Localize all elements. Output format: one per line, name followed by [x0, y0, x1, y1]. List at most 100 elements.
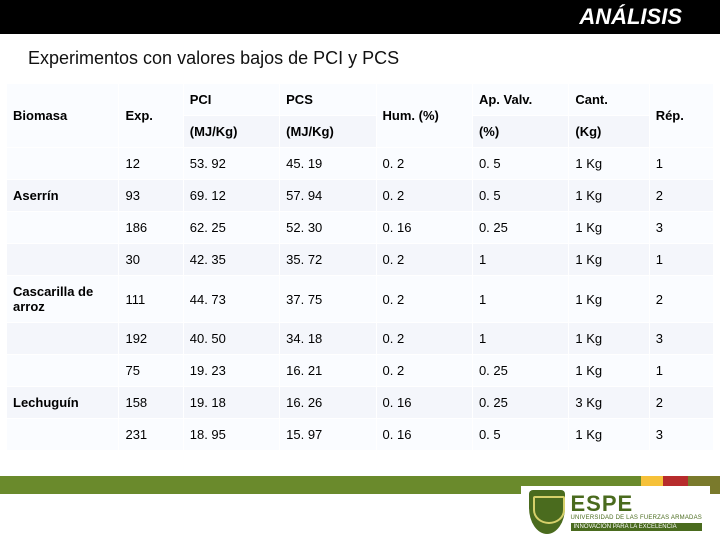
th-ap-sub: (%) — [472, 116, 568, 148]
cell-cant: 1 Kg — [569, 276, 649, 323]
cell-hum: 0. 2 — [376, 276, 472, 323]
th-ap-top: Ap. Valv. — [472, 84, 568, 116]
cell-cant: 1 Kg — [569, 148, 649, 180]
cell-pci: 62. 25 — [183, 212, 279, 244]
data-table-wrap: Biomasa Exp. PCI PCS Hum. (%) Ap. Valv. … — [0, 83, 720, 451]
cell-exp: 158 — [119, 387, 183, 419]
cell-pci: 40. 50 — [183, 323, 279, 355]
th-hum: Hum. (%) — [376, 84, 472, 148]
cell-rep: 3 — [649, 323, 713, 355]
table-row: 18662. 2552. 300. 160. 251 Kg3 — [7, 212, 714, 244]
cell-ap: 1 — [472, 276, 568, 323]
cell-pcs: 16. 26 — [280, 387, 376, 419]
th-exp: Exp. — [119, 84, 183, 148]
table-body: 1253. 9245. 190. 20. 51 Kg1Aserrín9369. … — [7, 148, 714, 451]
cell-pcs: 52. 30 — [280, 212, 376, 244]
cell-biomasa-empty — [7, 419, 119, 451]
cell-exp: 75 — [119, 355, 183, 387]
cell-exp: 12 — [119, 148, 183, 180]
cell-exp: 192 — [119, 323, 183, 355]
cell-ap: 0. 5 — [472, 180, 568, 212]
table-row: 1253. 9245. 190. 20. 51 Kg1 — [7, 148, 714, 180]
logo-name: ESPE — [571, 493, 703, 515]
th-cant-sub: (Kg) — [569, 116, 649, 148]
cell-biomasa: Aserrín — [7, 180, 119, 212]
th-biomasa: Biomasa — [7, 84, 119, 148]
cell-cant: 1 Kg — [569, 419, 649, 451]
cell-pcs: 57. 94 — [280, 180, 376, 212]
logo-tag: INNOVACIÓN PARA LA EXCELENCIA — [571, 523, 703, 531]
cell-biomasa-empty — [7, 355, 119, 387]
cell-hum: 0. 2 — [376, 244, 472, 276]
cell-pcs: 37. 75 — [280, 276, 376, 323]
cell-hum: 0. 2 — [376, 323, 472, 355]
table-row: Cascarilla de arroz11144. 7337. 750. 211… — [7, 276, 714, 323]
cell-biomasa-empty — [7, 212, 119, 244]
cell-ap: 0. 5 — [472, 419, 568, 451]
table-row: 3042. 3535. 720. 211 Kg1 — [7, 244, 714, 276]
data-table: Biomasa Exp. PCI PCS Hum. (%) Ap. Valv. … — [6, 83, 714, 451]
cell-exp: 231 — [119, 419, 183, 451]
subtitle: Experimentos con valores bajos de PCI y … — [0, 34, 720, 83]
cell-pcs: 16. 21 — [280, 355, 376, 387]
table-row: Aserrín9369. 1257. 940. 20. 51 Kg2 — [7, 180, 714, 212]
shield-icon — [529, 490, 565, 534]
cell-ap: 1 — [472, 323, 568, 355]
table-row: 23118. 9515. 970. 160. 51 Kg3 — [7, 419, 714, 451]
cell-pci: 69. 12 — [183, 180, 279, 212]
cell-rep: 1 — [649, 244, 713, 276]
th-pcs-sub: (MJ/Kg) — [280, 116, 376, 148]
logo-text: ESPE UNIVERSIDAD DE LAS FUERZAS ARMADAS … — [571, 493, 703, 531]
cell-rep: 1 — [649, 355, 713, 387]
cell-biomasa-empty — [7, 323, 119, 355]
page-title: ANÁLISIS — [579, 4, 682, 30]
cell-pcs: 15. 97 — [280, 419, 376, 451]
cell-pci: 19. 18 — [183, 387, 279, 419]
table-row: 7519. 2316. 210. 20. 251 Kg1 — [7, 355, 714, 387]
cell-exp: 30 — [119, 244, 183, 276]
cell-rep: 2 — [649, 180, 713, 212]
cell-cant: 1 Kg — [569, 244, 649, 276]
cell-pci: 53. 92 — [183, 148, 279, 180]
th-pcs-top: PCS — [280, 84, 376, 116]
cell-pci: 19. 23 — [183, 355, 279, 387]
cell-biomasa: Cascarilla de arroz — [7, 276, 119, 323]
cell-hum: 0. 2 — [376, 180, 472, 212]
cell-hum: 0. 16 — [376, 419, 472, 451]
cell-pcs: 45. 19 — [280, 148, 376, 180]
cell-hum: 0. 2 — [376, 355, 472, 387]
cell-rep: 2 — [649, 387, 713, 419]
cell-ap: 0. 25 — [472, 212, 568, 244]
cell-rep: 3 — [649, 212, 713, 244]
cell-pci: 42. 35 — [183, 244, 279, 276]
cell-rep: 3 — [649, 419, 713, 451]
cell-rep: 1 — [649, 148, 713, 180]
cell-ap: 0. 25 — [472, 355, 568, 387]
cell-ap: 0. 25 — [472, 387, 568, 419]
cell-hum: 0. 16 — [376, 212, 472, 244]
cell-cant: 1 Kg — [569, 355, 649, 387]
th-pci-top: PCI — [183, 84, 279, 116]
cell-pcs: 34. 18 — [280, 323, 376, 355]
slide: ANÁLISIS Experimentos con valores bajos … — [0, 0, 720, 540]
table-row: Lechuguín15819. 1816. 260. 160. 253 Kg2 — [7, 387, 714, 419]
cell-pci: 44. 73 — [183, 276, 279, 323]
cell-cant: 3 Kg — [569, 387, 649, 419]
cell-biomasa: Lechuguín — [7, 387, 119, 419]
cell-rep: 2 — [649, 276, 713, 323]
logo: ESPE UNIVERSIDAD DE LAS FUERZAS ARMADAS … — [521, 486, 711, 538]
logo-line1: UNIVERSIDAD DE LAS FUERZAS ARMADAS — [571, 515, 703, 521]
footer: ESPE UNIVERSIDAD DE LAS FUERZAS ARMADAS … — [0, 476, 720, 540]
cell-cant: 1 Kg — [569, 323, 649, 355]
cell-exp: 111 — [119, 276, 183, 323]
th-pci-sub: (MJ/Kg) — [183, 116, 279, 148]
table-header-row-1: Biomasa Exp. PCI PCS Hum. (%) Ap. Valv. … — [7, 84, 714, 116]
cell-cant: 1 Kg — [569, 212, 649, 244]
header-bar: ANÁLISIS — [0, 0, 720, 34]
cell-hum: 0. 2 — [376, 148, 472, 180]
cell-biomasa-empty — [7, 148, 119, 180]
cell-ap: 1 — [472, 244, 568, 276]
cell-pci: 18. 95 — [183, 419, 279, 451]
cell-cant: 1 Kg — [569, 180, 649, 212]
th-cant-top: Cant. — [569, 84, 649, 116]
